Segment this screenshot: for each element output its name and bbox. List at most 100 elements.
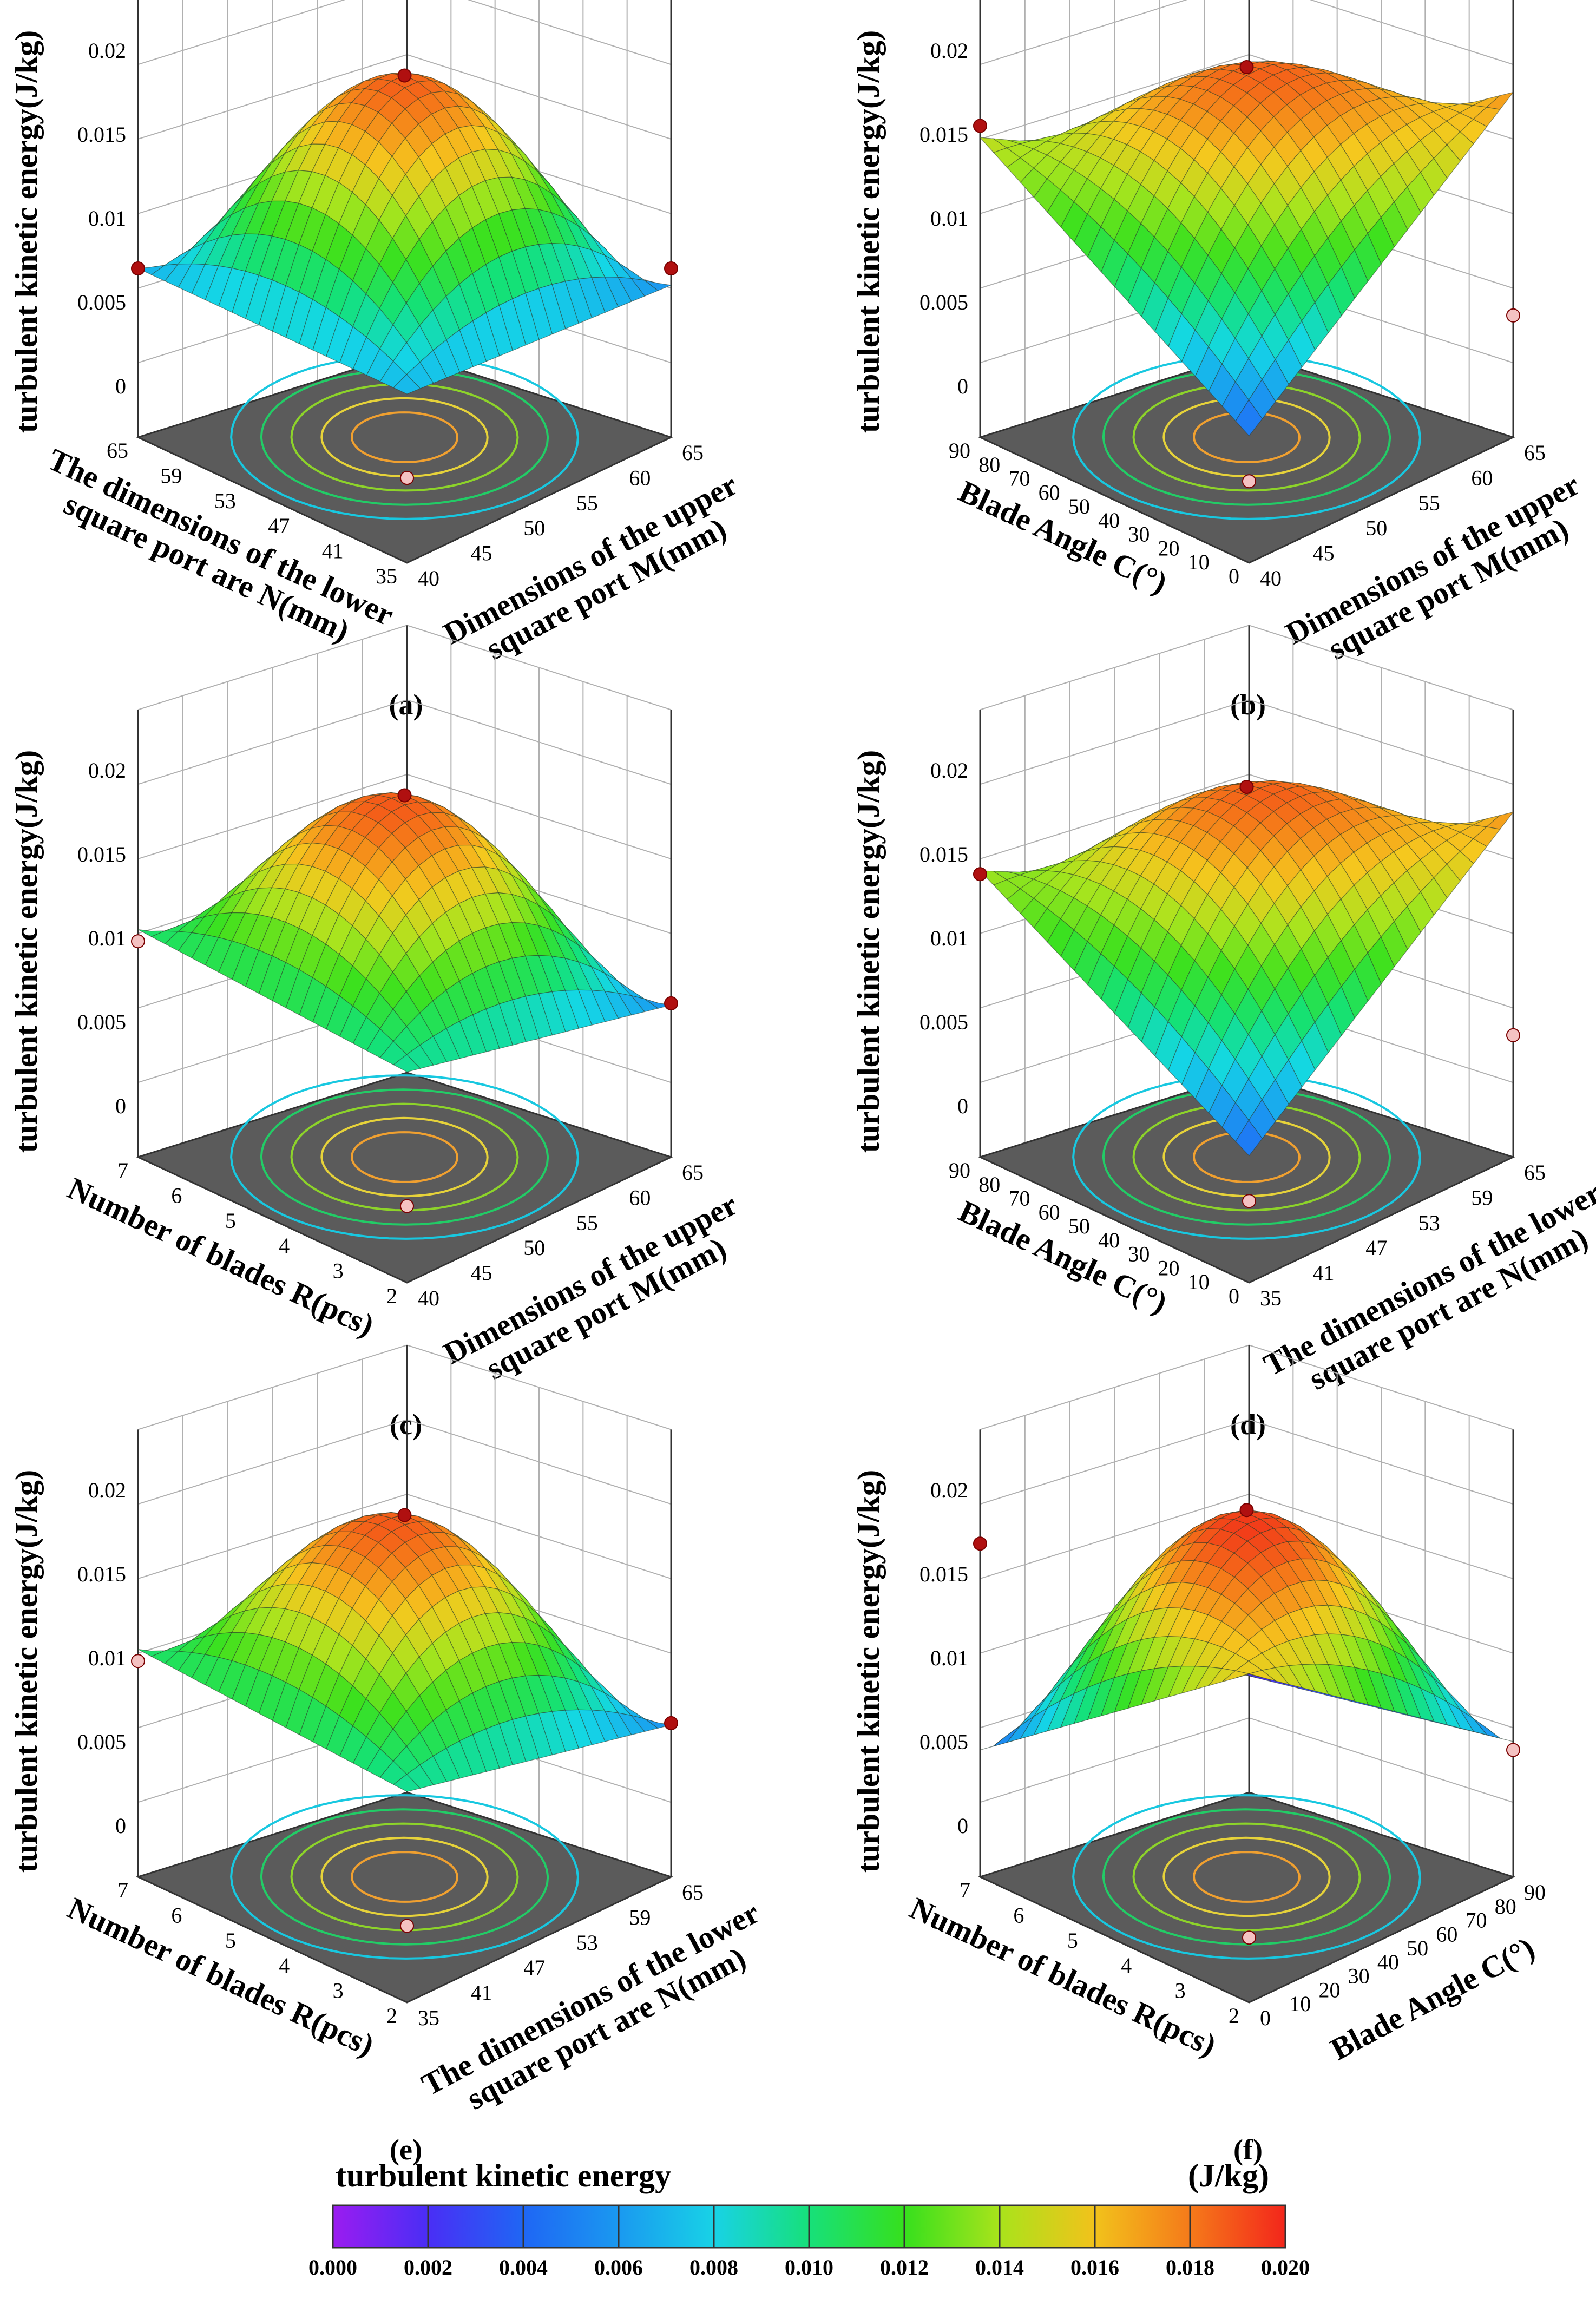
colorbar-segment xyxy=(1189,2204,1286,2249)
y-tick-label: 41 xyxy=(471,1981,492,2005)
y-tick-label: 0 xyxy=(1260,2006,1271,2030)
y-tick-label: 50 xyxy=(1365,516,1387,540)
panel-label: (b) xyxy=(1230,688,1266,721)
y-tick-label: 60 xyxy=(1436,1922,1457,1946)
surface-patch xyxy=(392,1774,421,1792)
x-tick-label: 53 xyxy=(214,489,236,513)
x-tick-label: 7 xyxy=(117,1878,128,1902)
panel-label: (e) xyxy=(390,2133,422,2166)
z-tick-label: 0 xyxy=(957,1094,968,1118)
z-tick-label: 0.005 xyxy=(77,290,126,314)
colorbar-tick-label: 0.018 xyxy=(1166,2255,1214,2280)
z-tick-label: 0 xyxy=(957,374,968,398)
x-tick-label: 5 xyxy=(1067,1928,1078,1953)
contour-floor xyxy=(135,352,674,564)
colorbar: turbulent kinetic energy (J/kg) 0.000 0.0… xyxy=(308,2158,1310,2280)
colorbar-tick-label: 0.020 xyxy=(1261,2255,1310,2280)
colorbar-segment xyxy=(332,2204,429,2249)
response-surface xyxy=(980,1509,1514,1751)
z-tick-label: 0.005 xyxy=(77,1010,126,1034)
colorbar-tick-label: 0.002 xyxy=(404,2255,452,2280)
x-tick-label: 35 xyxy=(376,564,397,588)
y-tick-label: 65 xyxy=(682,441,704,465)
response-surface xyxy=(979,780,1514,1157)
x-tick-label: 60 xyxy=(1039,480,1060,504)
y-tick-label: 80 xyxy=(1495,1894,1516,1919)
contour-line xyxy=(230,1794,579,1960)
panel-label: (c) xyxy=(390,1408,422,1441)
contour-line xyxy=(1162,1836,1331,1917)
design-point xyxy=(1506,1743,1520,1757)
panel-label: (d) xyxy=(1230,1408,1266,1441)
x-tick-label: 0 xyxy=(1229,1284,1239,1308)
contour-line xyxy=(260,1088,549,1226)
z-tick-label: 0.005 xyxy=(919,290,968,314)
z-tick-label: 0.005 xyxy=(919,1010,968,1034)
design-point xyxy=(664,996,678,1010)
x-tick-label: 70 xyxy=(1008,467,1030,491)
x-tick-label: 30 xyxy=(1128,522,1150,547)
y-tick-label: 10 xyxy=(1289,1992,1311,2016)
x-tick-label: 80 xyxy=(978,1172,1000,1197)
x-tick-label: 5 xyxy=(225,1928,236,1953)
y-tick-label: 55 xyxy=(1418,491,1440,515)
response-surface xyxy=(137,792,672,1073)
z-tick-label: 0.01 xyxy=(930,206,968,231)
colorbar-segment xyxy=(427,2204,524,2249)
design-point xyxy=(131,934,145,949)
x-tick-label: 10 xyxy=(1188,550,1210,574)
y-tick-label: 55 xyxy=(576,1211,598,1235)
colorbar-segment xyxy=(522,2204,620,2249)
x-tick-label: 60 xyxy=(1039,1200,1060,1224)
contour-line xyxy=(1102,1808,1391,1946)
x-tick-label: 20 xyxy=(1158,1256,1180,1280)
x-tick-label: 3 xyxy=(333,1979,344,2003)
y-tick-label: 59 xyxy=(629,1905,651,1929)
design-point xyxy=(1242,1194,1256,1208)
colorbar-tick-label: 0.004 xyxy=(499,2255,548,2280)
z-axis-title: turbulent kinetic energy(J/kg) xyxy=(9,30,44,433)
y-tick-label: 35 xyxy=(1260,1286,1282,1310)
z-tick-label: 0.02 xyxy=(930,38,968,63)
x-tick-label: 80 xyxy=(978,452,1000,477)
z-tick-label: 0.01 xyxy=(88,1646,126,1670)
design-point xyxy=(1242,1930,1256,1945)
z-tick-label: 0.01 xyxy=(88,206,126,231)
z-tick-label: 0.01 xyxy=(930,926,968,950)
z-axis-title: turbulent kinetic energy(J/kg) xyxy=(851,30,886,433)
x-tick-label: 4 xyxy=(279,1233,290,1258)
contour-line xyxy=(350,411,459,463)
z-tick-label: 0.01 xyxy=(88,926,126,950)
y-tick-label: 59 xyxy=(1471,1185,1493,1210)
y-tick-label: 53 xyxy=(576,1930,598,1955)
x-tick-label: 30 xyxy=(1128,1242,1150,1266)
design-point xyxy=(397,1508,412,1522)
design-point xyxy=(397,788,412,803)
surface-patch xyxy=(1235,399,1263,437)
contour-line xyxy=(1192,1851,1301,1903)
z-axis-title: turbulent kinetic energy(J/kg) xyxy=(851,1470,886,1873)
y-tick-label: 41 xyxy=(1313,1261,1335,1285)
x-tick-label: 47 xyxy=(268,514,290,538)
x-tick-label: 50 xyxy=(1068,494,1090,518)
contour-line xyxy=(350,1131,459,1183)
colorbar-tick-label: 0.010 xyxy=(785,2255,833,2280)
colorbar-segment xyxy=(713,2204,810,2249)
response-surface xyxy=(137,1512,672,1792)
response-surface xyxy=(979,61,1514,437)
y-tick-label: 47 xyxy=(1365,1236,1387,1260)
design-point xyxy=(1506,1028,1520,1042)
x-tick-label: 2 xyxy=(386,2004,397,2028)
x-tick-label: 65 xyxy=(107,438,128,463)
contour-floor xyxy=(135,1072,674,1284)
contour-floor xyxy=(977,1072,1516,1284)
y-tick-label: 55 xyxy=(576,491,598,515)
y-tick-label: 50 xyxy=(1407,1936,1428,1960)
x-tick-label: 3 xyxy=(333,1259,344,1283)
z-tick-label: 0.01 xyxy=(930,1646,968,1670)
y-tick-label: 20 xyxy=(1318,1978,1340,2002)
contour-line xyxy=(1132,1822,1361,1932)
x-tick-label: 50 xyxy=(1068,1214,1090,1238)
contour-line xyxy=(350,1851,459,1903)
design-point xyxy=(397,68,412,83)
